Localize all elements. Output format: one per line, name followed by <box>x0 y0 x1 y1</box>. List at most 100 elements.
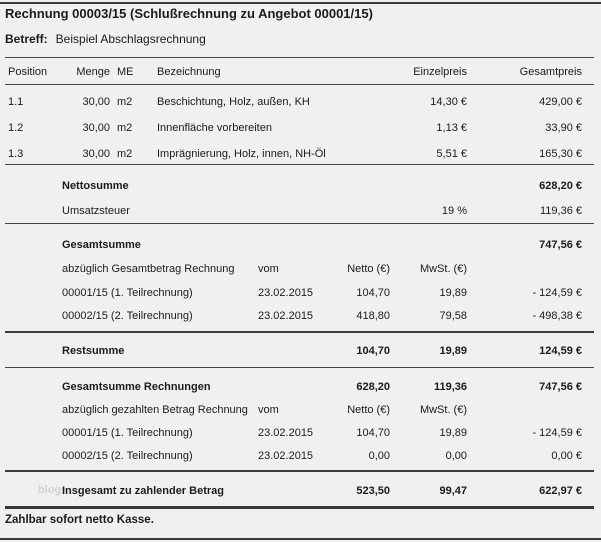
gesamtsumme-rechnungen-netto: 628,20 <box>356 381 390 393</box>
deduction-date: 23.02.2015 <box>258 287 314 299</box>
paid-date: 23.02.2015 <box>258 427 314 439</box>
deduction-header-mwst: MwSt. (€) <box>419 263 467 275</box>
restsumme-label: Restsumme <box>62 345 125 357</box>
umsatzsteuer-label: Umsatzsteuer <box>62 205 130 217</box>
paid-header-mwst: MwSt. (€) <box>419 404 467 416</box>
paid-row: 00002/15 (2. Teilrechnung) 23.02.2015 0,… <box>0 445 601 467</box>
gesamtsumme-label: Gesamtsumme <box>62 239 141 251</box>
paid-mwst: 19,89 <box>439 427 467 439</box>
deduction-date: 23.02.2015 <box>258 310 314 322</box>
table-header-bottom-rule <box>5 84 594 85</box>
cell-me: m2 <box>117 148 133 160</box>
deduction-header-label: abzüglich Gesamtbetrag Rechnung <box>62 263 235 275</box>
netto-bottom-rule <box>5 223 594 224</box>
restsumme-row: Restsumme 104,70 19,89 124,59 € <box>0 340 601 362</box>
nettosumme-label: Nettosumme <box>62 180 129 192</box>
final-amount-row: Insgesamt zu zahlender Betrag 523,50 99,… <box>0 480 601 502</box>
gesamtsumme-row: Gesamtsumme 747,56 € <box>0 234 601 256</box>
paid-mwst: 0,00 <box>445 450 467 462</box>
nettosumme-amount: 628,20 € <box>539 180 582 192</box>
umsatzsteuer-row: Umsatzsteuer 19 % 119,36 € <box>0 200 601 222</box>
paid-row: 00001/15 (1. Teilrechnung) 23.02.2015 10… <box>0 422 601 444</box>
subject-label: Betreff: <box>5 32 48 46</box>
paid-netto: 104,70 <box>356 427 390 439</box>
cell-menge: 30,00 <box>82 148 110 160</box>
bottom-rule <box>0 538 601 540</box>
paid-amount: 0,00 € <box>551 450 582 462</box>
column-header-menge: Menge <box>76 66 110 78</box>
cell-me: m2 <box>117 96 133 108</box>
umsatzsteuer-amount: 119,36 € <box>539 205 582 217</box>
gesamtsumme-rechnungen-amount: 747,56 € <box>539 381 582 393</box>
paid-header-netto: Netto (€) <box>347 404 390 416</box>
items-bottom-rule <box>5 164 594 165</box>
cell-einzelpreis: 1,13 € <box>436 122 467 134</box>
deduction-netto: 418,80 <box>356 310 390 322</box>
column-header-bezeichnung: Bezeichnung <box>157 66 221 78</box>
subject-line: Betreff: Beispiel Abschlagsrechnung <box>5 32 206 46</box>
deduction-amount: - 124,59 € <box>532 287 582 299</box>
column-header-position: Position <box>8 66 48 78</box>
paid-name: 00002/15 (2. Teilrechnung) <box>62 450 193 462</box>
subject-value: Beispiel Abschlagsrechnung <box>55 32 206 46</box>
paid-header-label: abzüglich gezahlten Betrag Rechnung <box>62 404 248 416</box>
final-amount-netto: 523,50 <box>356 485 390 497</box>
cell-bezeichnung: Imprägnierung, Holz, innen, NH-Öl <box>157 148 326 160</box>
cell-bezeichnung: Innenfläche vorbereiten <box>157 122 272 134</box>
restsumme-netto: 104,70 <box>356 345 390 357</box>
deduction-name: 00002/15 (2. Teilrechnung) <box>62 310 193 322</box>
deduction-mwst: 19,89 <box>439 287 467 299</box>
final-amount-mwst: 99,47 <box>439 485 467 497</box>
table-header-row: Position Menge ME Bezeichnung Einzelprei… <box>0 61 601 83</box>
cell-position: 1.1 <box>8 96 24 108</box>
gesamtsumme-amount: 747,56 € <box>539 239 582 251</box>
paid-date: 23.02.2015 <box>258 450 314 462</box>
gesamt-bottom-rule <box>5 331 594 333</box>
cell-gesamtpreis: 33,90 € <box>545 122 582 134</box>
restsumme-amount: 124,59 € <box>539 345 582 357</box>
paid-header-row: abzüglich gezahlten Betrag Rechnung vom … <box>0 399 601 421</box>
cell-gesamtpreis: 165,30 € <box>539 148 582 160</box>
deduction-row: 00002/15 (2. Teilrechnung) 23.02.2015 41… <box>0 305 601 327</box>
deduction-name: 00001/15 (1. Teilrechnung) <box>62 287 193 299</box>
paid-amount: - 124,59 € <box>532 427 582 439</box>
column-header-einzelpreis: Einzelpreis <box>413 66 467 78</box>
rechnungen-bottom-rule <box>5 470 594 472</box>
column-header-me: ME <box>117 66 134 78</box>
payment-terms: Zahlbar sofort netto Kasse. <box>5 514 154 526</box>
gesamtsumme-rechnungen-label: Gesamtsumme Rechnungen <box>62 381 211 393</box>
cell-einzelpreis: 5,51 € <box>436 148 467 160</box>
final-amount-total: 622,97 € <box>539 485 582 497</box>
watermark: blog <box>38 484 62 496</box>
cell-me: m2 <box>117 122 133 134</box>
cell-position: 1.3 <box>8 148 24 160</box>
cell-bezeichnung: Beschichtung, Holz, außen, KH <box>157 96 310 108</box>
cell-menge: 30,00 <box>82 96 110 108</box>
rest-bottom-rule <box>5 367 594 368</box>
paid-netto: 0,00 <box>368 450 390 462</box>
invoice-title: Rechnung 00003/15 (Schlußrechnung zu Ang… <box>5 6 373 21</box>
paid-name: 00001/15 (1. Teilrechnung) <box>62 427 193 439</box>
deduction-header-vom: vom <box>258 263 279 275</box>
deduction-header-netto: Netto (€) <box>347 263 390 275</box>
final-amount-label: Insgesamt zu zahlender Betrag <box>62 485 224 497</box>
column-header-gesamtpreis: Gesamtpreis <box>519 66 582 78</box>
table-header-top-rule <box>5 57 594 58</box>
table-row: 1.1 30,00 m2 Beschichtung, Holz, außen, … <box>0 91 601 113</box>
deduction-netto: 104,70 <box>356 287 390 299</box>
gesamtsumme-rechnungen-mwst: 119,36 <box>433 381 467 393</box>
nettosumme-row: Nettosumme 628,20 € <box>0 175 601 197</box>
deduction-row: 00001/15 (1. Teilrechnung) 23.02.2015 10… <box>0 282 601 304</box>
deduction-header-row: abzüglich Gesamtbetrag Rechnung vom Nett… <box>0 258 601 280</box>
cell-menge: 30,00 <box>82 122 110 134</box>
deduction-mwst: 79,58 <box>439 310 467 322</box>
gesamtsumme-rechnungen-row: Gesamtsumme Rechnungen 628,20 119,36 747… <box>0 376 601 398</box>
table-row: 1.3 30,00 m2 Imprägnierung, Holz, innen,… <box>0 143 601 165</box>
restsumme-mwst: 19,89 <box>439 345 467 357</box>
cell-position: 1.2 <box>8 122 24 134</box>
cell-einzelpreis: 14,30 € <box>430 96 467 108</box>
final-bottom-rule <box>5 506 594 509</box>
deduction-amount: - 498,38 € <box>532 310 582 322</box>
cell-gesamtpreis: 429,00 € <box>539 96 582 108</box>
